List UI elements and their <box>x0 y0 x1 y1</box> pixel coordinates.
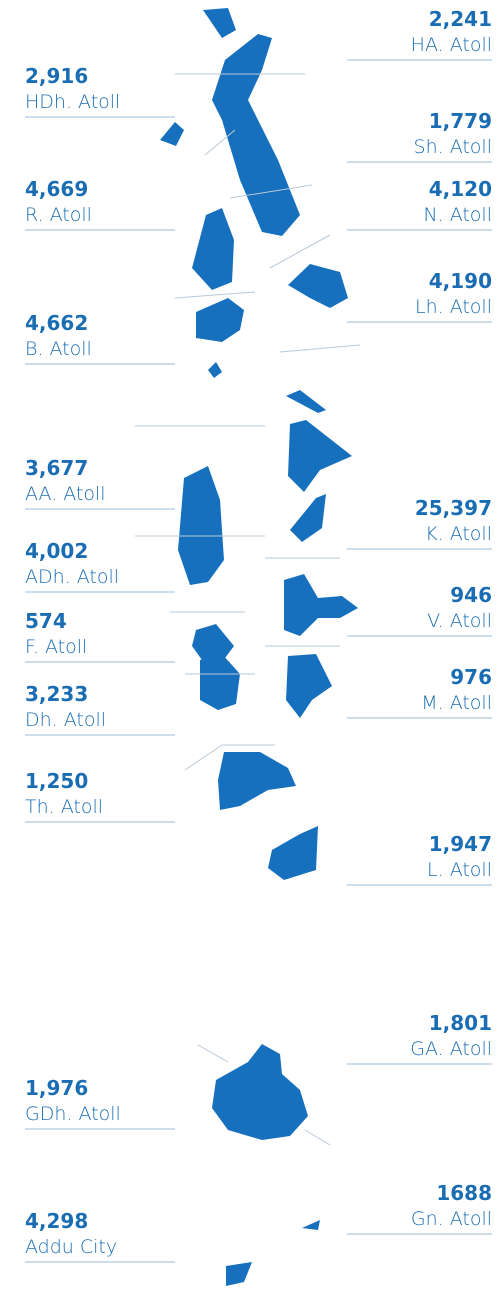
atoll-name: HDh. Atoll <box>25 91 120 113</box>
atoll-name: Lh. Atoll <box>415 296 492 318</box>
island <box>212 1044 308 1140</box>
island <box>218 752 296 810</box>
value-label: 4,669 <box>25 177 88 201</box>
island <box>178 466 224 585</box>
atoll-name: GA. Atoll <box>410 1038 492 1060</box>
value-label: 574 <box>25 609 67 633</box>
value-label: 3,233 <box>25 682 88 706</box>
value-label: 1,976 <box>25 1076 88 1100</box>
island <box>284 574 358 636</box>
value-label: 4,190 <box>429 269 492 293</box>
value-label: 4,002 <box>25 539 88 563</box>
value-label: 1,947 <box>429 832 492 856</box>
value-label: 2,241 <box>429 7 492 31</box>
atoll-name: M. Atoll <box>421 692 492 714</box>
atoll-name: Sh. Atoll <box>414 136 492 158</box>
island <box>302 1220 320 1230</box>
value-label: 2,916 <box>25 64 88 88</box>
leader <box>204 129 236 156</box>
value-label: 946 <box>450 583 492 607</box>
atoll-name: HA. Atoll <box>411 34 492 56</box>
island <box>226 1262 252 1286</box>
atoll-name: L. Atoll <box>427 859 492 881</box>
leader <box>184 744 223 771</box>
value-label: 1688 <box>436 1181 492 1205</box>
island <box>208 362 222 378</box>
atoll-name: K. Atoll <box>425 523 492 545</box>
atoll-name: N. Atoll <box>423 204 492 226</box>
atoll-name: Gn. Atoll <box>411 1208 492 1230</box>
island <box>268 826 318 880</box>
value-label: 4,298 <box>25 1209 88 1233</box>
island <box>160 122 184 146</box>
leader <box>197 1044 229 1063</box>
value-label: 976 <box>450 665 492 689</box>
labels: 2,241 HA. Atoll 1,779 Sh. Atoll 4,120 N. Atol… <box>25 7 492 1263</box>
leader-lines <box>135 73 361 1146</box>
atoll-name: AA. Atoll <box>25 483 106 505</box>
value-label: 1,801 <box>429 1011 492 1035</box>
island <box>203 8 236 38</box>
value-label: 25,397 <box>415 496 492 520</box>
island <box>286 390 326 413</box>
atoll-name: V. Atoll <box>427 610 492 632</box>
island <box>212 34 300 236</box>
atoll-name: F. Atoll <box>25 636 87 658</box>
island <box>290 494 326 542</box>
atoll-name: Addu City <box>25 1236 117 1258</box>
island <box>286 654 332 718</box>
leader <box>269 234 331 269</box>
atoll-name: R. Atoll <box>25 204 92 226</box>
island <box>192 624 234 662</box>
island <box>288 264 348 308</box>
value-label: 1,250 <box>25 769 88 793</box>
island <box>200 654 240 710</box>
leader <box>174 291 256 299</box>
value-label: 4,662 <box>25 311 88 335</box>
atoll-name: ADh. Atoll <box>25 566 119 588</box>
island <box>192 208 234 290</box>
atoll-name: Dh. Atoll <box>25 709 106 731</box>
value-label: 4,120 <box>429 177 492 201</box>
leader <box>229 184 313 199</box>
leader <box>279 344 361 353</box>
leader <box>304 1129 331 1146</box>
value-label: 1,779 <box>429 109 492 133</box>
value-label: 3,677 <box>25 456 88 480</box>
islands <box>160 8 358 1286</box>
island <box>288 420 352 492</box>
atoll-name: B. Atoll <box>25 338 92 360</box>
island <box>196 298 244 342</box>
atoll-name: Th. Atoll <box>25 796 103 818</box>
atoll-name: GDh. Atoll <box>25 1103 121 1125</box>
